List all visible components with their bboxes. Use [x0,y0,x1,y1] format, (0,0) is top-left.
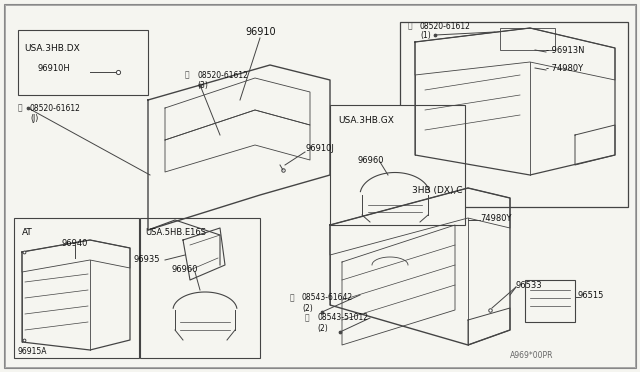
Text: 96910: 96910 [245,27,276,37]
Text: AT: AT [22,228,33,237]
Text: USA.3HB.DX: USA.3HB.DX [24,44,80,52]
Text: 08520-61612: 08520-61612 [197,71,248,80]
Text: - 96913N: - 96913N [546,45,584,55]
Bar [400,22,628,207]
Text: 08520-61612: 08520-61612 [30,103,81,112]
Text: Ⓢ: Ⓢ [408,22,413,31]
Text: 3HB (DX),C: 3HB (DX),C [412,186,463,195]
Text: Ⓢ: Ⓢ [305,314,310,323]
Bar [525,280,575,322]
Text: 96960: 96960 [172,266,198,275]
Text: 96915A: 96915A [18,347,47,356]
Text: (2): (2) [302,304,313,312]
Text: (2): (2) [317,324,328,333]
Text: (J): (J) [30,113,38,122]
Text: USA.3HB.GX: USA.3HB.GX [338,115,394,125]
Bar [140,218,260,358]
Text: 96515: 96515 [578,291,604,299]
Text: Ⓢ: Ⓢ [18,103,22,112]
Text: A969*00PR: A969*00PR [510,350,554,359]
Text: Ⓢ: Ⓢ [185,71,189,80]
Text: 96533: 96533 [516,280,543,289]
Bar [14,218,139,358]
Text: 96935: 96935 [133,256,159,264]
Text: - 74980Y: - 74980Y [546,64,583,73]
Text: 96960: 96960 [358,155,385,164]
Bar [330,105,465,225]
Text: (1): (1) [420,31,431,39]
Text: 96910H: 96910H [38,64,71,73]
Text: 08543-51012: 08543-51012 [317,314,368,323]
Text: Ⓢ: Ⓢ [290,294,294,302]
Text: USA.5HB.E16S: USA.5HB.E16S [145,228,206,237]
Text: 96910J: 96910J [305,144,334,153]
Bar [18,30,148,95]
Text: (3): (3) [197,80,208,90]
Text: 08543-61642: 08543-61642 [302,294,353,302]
Text: 74980Y: 74980Y [480,214,511,222]
Text: 96940: 96940 [62,238,88,247]
Bar [500,28,555,50]
Text: 08520-61612: 08520-61612 [420,22,471,31]
